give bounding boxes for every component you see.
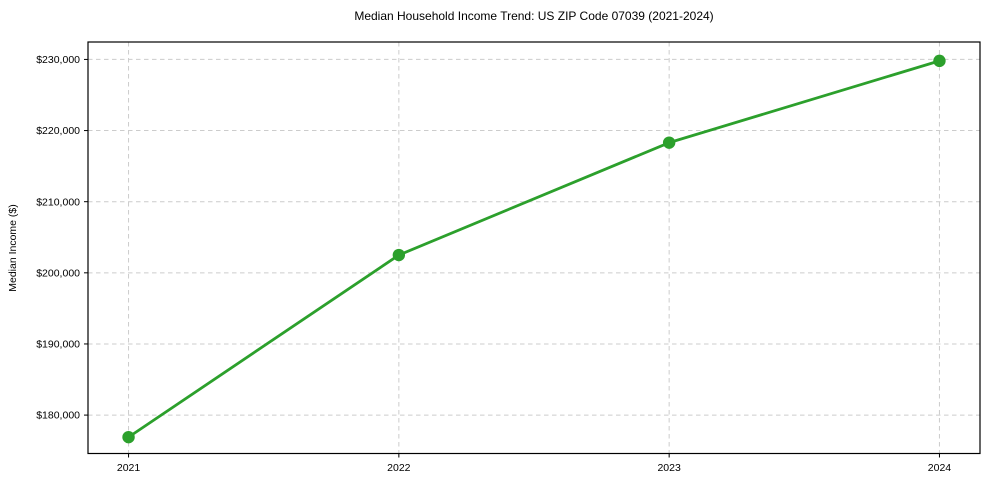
x-tick-label: 2021	[117, 462, 141, 474]
y-tick-label: $180,000	[36, 410, 80, 422]
y-tick-label: $220,000	[36, 125, 80, 137]
y-tick-label: $200,000	[36, 267, 80, 279]
plot-border	[87, 41, 981, 455]
data-point-2022	[392, 248, 406, 262]
y-tick-label: $210,000	[36, 196, 80, 208]
x-tick-label: 2022	[387, 462, 411, 474]
data-point-2024	[933, 54, 946, 68]
y-tick-label: $190,000	[36, 339, 80, 351]
y-tick-label: $230,000	[36, 54, 80, 66]
x-tick-label: 2023	[657, 462, 681, 474]
x-tick-label: 2024	[928, 462, 952, 474]
data-point-2021	[122, 430, 135, 444]
data-point-2023	[662, 136, 676, 149]
trend-line	[127, 59, 941, 439]
chart-title: Median Household Income Trend: US ZIP Co…	[354, 9, 714, 23]
